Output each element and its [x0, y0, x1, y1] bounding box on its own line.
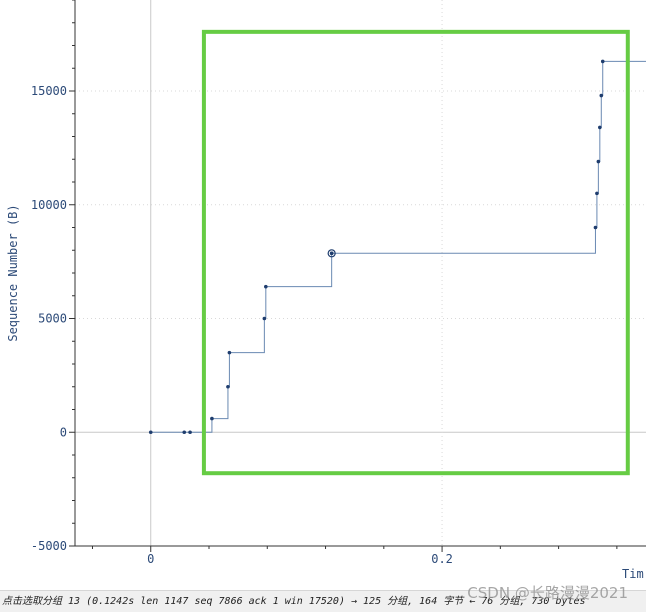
- y-tick-label: 10000: [31, 198, 67, 212]
- highlight-rectangle: [201, 29, 630, 476]
- data-point: [148, 430, 153, 435]
- tcp-stream-graph: -5000 0 5000 10000 15000 0 0.2 Sequence Number…: [6, 0, 646, 581]
- data-point: [182, 430, 187, 435]
- annotations: [201, 29, 630, 476]
- data-point: [226, 384, 230, 389]
- selected-point: [329, 251, 334, 256]
- step-line: [150, 60, 646, 433]
- y-tick-label: 0: [60, 425, 67, 439]
- sequence-series[interactable]: [148, 59, 646, 435]
- watermark: CSDN @长路漫漫2021: [467, 584, 628, 602]
- data-point: [596, 159, 601, 164]
- data-point: [599, 93, 604, 98]
- x-tick-label: 0: [147, 552, 154, 566]
- x-tick-label: 0.2: [431, 552, 453, 566]
- axes: -5000 0 5000 10000 15000 0 0.2: [31, 0, 646, 566]
- status-bar: 点击选取分组 13 (0.1242s len 1147 seq 7866 ack…: [0, 590, 646, 612]
- data-point: [595, 191, 599, 196]
- data-point: [210, 416, 214, 421]
- data-point: [593, 225, 598, 230]
- grid-lines: [75, 0, 646, 547]
- data-point: [598, 125, 602, 130]
- data-point: [227, 350, 232, 355]
- data-point: [600, 59, 605, 64]
- y-tick-label: 5000: [38, 312, 67, 326]
- data-point: [264, 284, 268, 289]
- selected-point-ring: [327, 249, 336, 258]
- x-axis-label: Tim: [622, 567, 644, 581]
- y-axis-label: Sequence Number (B): [6, 204, 20, 341]
- y-tick-label: -5000: [31, 539, 67, 553]
- data-point: [262, 316, 267, 321]
- data-point: [188, 430, 192, 435]
- y-tick-label: 15000: [31, 84, 67, 98]
